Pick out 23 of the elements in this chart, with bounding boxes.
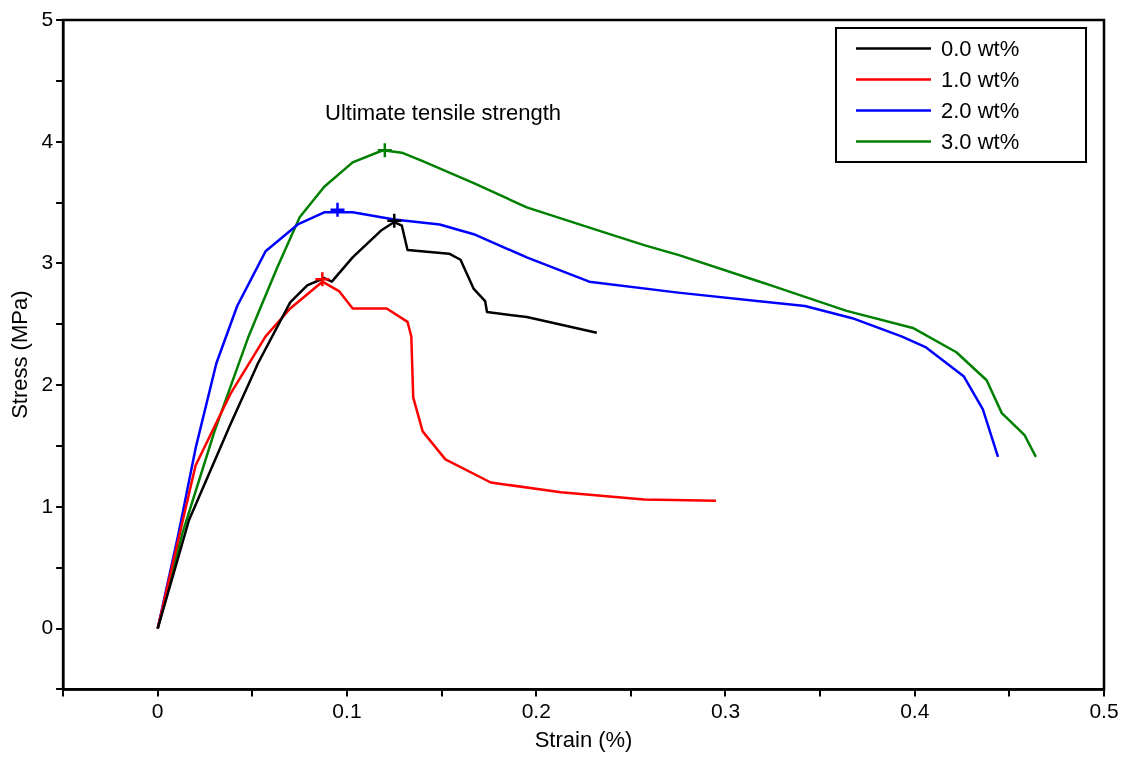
y-tick-label: 2 — [41, 371, 54, 395]
point — [386, 212, 403, 230]
point — [329, 201, 346, 219]
y-tick-label: 1 — [41, 493, 54, 517]
y-axis-title: Stress (MPa) — [7, 290, 33, 419]
y-tick-label: 4 — [41, 128, 54, 152]
x-tick-label: 0 — [151, 698, 164, 722]
y-tick-label: 5 — [41, 6, 54, 30]
legend-label: 1.0 wt% — [941, 66, 1020, 92]
y-tick-label: 3 — [41, 250, 54, 274]
x-tick-label: 0.1 — [332, 698, 362, 722]
x-tick-label: 0.3 — [710, 698, 741, 722]
x-tick-label: 0.4 — [900, 698, 930, 722]
point — [376, 141, 394, 159]
y-tick-label: 0 — [41, 615, 54, 639]
x-tick-label: 0.2 — [521, 698, 551, 722]
x-axis-title: Strain (%) — [534, 726, 633, 752]
x-tick-label: 0.5 — [1089, 698, 1119, 722]
point — [314, 270, 331, 288]
legend-label: 3.0 wt% — [941, 128, 1020, 154]
legend-label: 2.0 wt% — [941, 97, 1020, 123]
legend-label: 0.0 wt% — [941, 35, 1020, 61]
annotation: Ultimate tensile strength — [325, 99, 562, 125]
